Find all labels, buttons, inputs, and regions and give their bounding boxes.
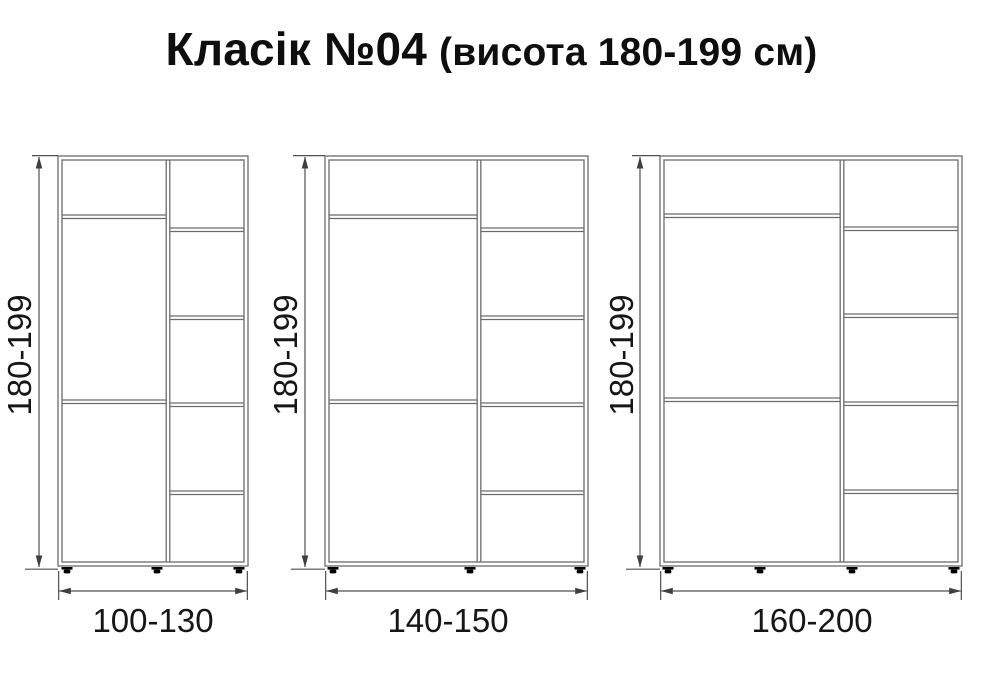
cabinet-outline (659, 155, 963, 567)
height-dimension-lines (25, 155, 58, 570)
cabinet-1-drawing (25, 155, 249, 600)
cabinet-feet (662, 567, 960, 574)
foot (327, 567, 339, 574)
cabinet-3-drawing (626, 155, 963, 600)
cabinet-inner-wall (61, 159, 245, 563)
cabinet-feet (327, 567, 586, 574)
width-label-cabinet-2: 140-150 (387, 602, 509, 639)
cabinet-inner-wall (663, 159, 959, 563)
foot (464, 567, 476, 574)
right-section-shelves (843, 226, 958, 495)
height-dimension-lines (626, 155, 660, 570)
right-section-shelves (480, 227, 584, 496)
width-dimension-lines (58, 571, 248, 600)
height-range-note: (висота 180-199 см) (439, 31, 818, 74)
right-section-shelves (169, 227, 244, 496)
foot (846, 567, 858, 574)
left-section-shelves (664, 213, 841, 403)
height-dimension-lines (291, 155, 325, 570)
product-name: Класік №04 (165, 23, 428, 75)
foot (662, 567, 674, 574)
width-label-cabinet-3: 160-200 (751, 602, 873, 639)
foot (574, 567, 586, 574)
foot (948, 567, 960, 574)
cabinet-inner-wall (328, 159, 585, 563)
center-divider (476, 160, 482, 562)
height-label-cabinet-1: 180-199 (1, 294, 38, 416)
width-dimension-lines (660, 571, 962, 600)
width-dimension-lines (325, 571, 588, 600)
left-section-shelves (329, 214, 478, 405)
cabinet-outline (324, 155, 589, 567)
page-title: Класік №04 (висота 180-199 см) (0, 22, 983, 76)
height-label-cabinet-2: 180-199 (267, 294, 304, 416)
left-section-shelves (62, 214, 167, 405)
height-label-cabinet-3: 180-199 (603, 294, 640, 416)
cabinet-outline (57, 155, 249, 567)
foot (61, 567, 73, 574)
foot (233, 567, 245, 574)
cabinet-2-drawing (291, 155, 589, 600)
foot (754, 567, 766, 574)
width-label-cabinet-1: 100-130 (92, 602, 214, 639)
foot (151, 567, 163, 574)
center-divider (839, 160, 845, 562)
cabinet-feet (61, 567, 245, 574)
center-divider (165, 160, 171, 562)
